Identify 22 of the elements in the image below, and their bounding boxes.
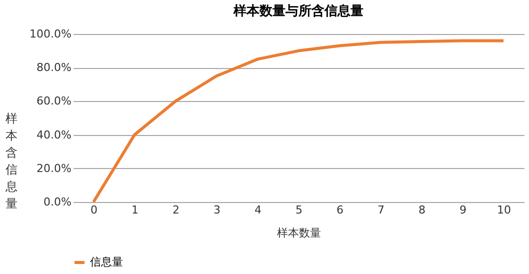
line-series: [92, 39, 505, 204]
x-tick-label: 0: [90, 204, 98, 216]
y-tick-label: 20.0%: [36, 162, 72, 175]
x-axis-title: 样本数量: [277, 226, 321, 240]
y-tick-label: 80.0%: [36, 61, 72, 74]
x-tick-label: 2: [172, 204, 180, 216]
x-tick-label: 5: [296, 204, 302, 216]
y-axis-title: 样本含信息量: [4, 112, 18, 210]
x-tick-label: 3: [214, 204, 220, 216]
x-tick-label: 6: [336, 204, 344, 216]
x-tick-label: 4: [254, 204, 262, 216]
x-tick-label: 7: [378, 204, 384, 216]
y-tick-label: 40.0%: [36, 128, 72, 142]
x-tick-label: 10: [497, 204, 511, 216]
y-tick-label: 60.0%: [36, 94, 72, 108]
y-tick-label: 0.0%: [44, 196, 72, 208]
chart-title: 样本数量与所含信息量: [232, 3, 364, 19]
x-tick-label: 9: [460, 204, 466, 216]
x-tick-label: 1: [132, 204, 138, 216]
x-tick-label: 8: [418, 204, 426, 216]
legend-label: 信息量: [90, 256, 123, 268]
y-tick-label: 100.0%: [30, 28, 72, 40]
